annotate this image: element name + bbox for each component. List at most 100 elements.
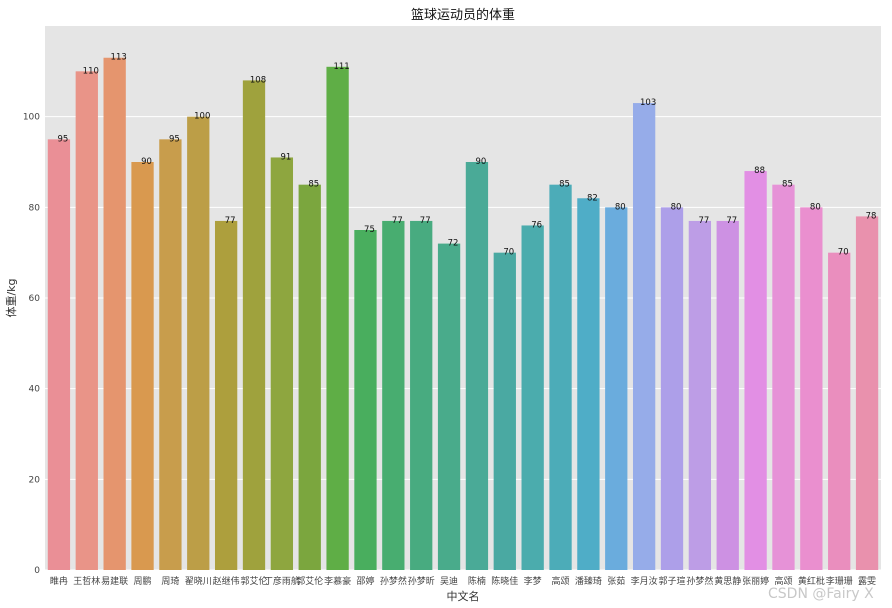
data-label: 113	[111, 53, 127, 63]
x-tick-label: 郭艾伦	[240, 575, 267, 587]
x-tick-label: 孙梦然	[686, 575, 713, 587]
data-label: 85	[559, 180, 570, 190]
data-label: 72	[448, 239, 459, 249]
x-tick-label: 郭艾伦	[296, 575, 323, 587]
bar	[298, 184, 321, 570]
x-tick-label: 丁彦雨航	[264, 575, 300, 587]
x-tick-label: 黄思静	[714, 575, 741, 587]
bar	[465, 162, 489, 570]
data-label: 70	[838, 248, 849, 258]
x-tick-label: 李珊珊	[826, 575, 853, 587]
data-label: 77	[698, 216, 709, 226]
bar	[772, 184, 795, 570]
bar	[187, 116, 210, 571]
bar	[577, 198, 600, 570]
data-label: 77	[726, 216, 737, 226]
bars	[47, 57, 879, 571]
bar	[326, 66, 349, 571]
y-tick-label: 20	[29, 475, 41, 485]
data-label: 80	[615, 202, 626, 212]
y-axis-label: 体重/kg	[4, 278, 18, 317]
bar	[828, 252, 851, 570]
x-tick-label: 李慕豪	[324, 575, 351, 587]
y-tick-label: 40	[29, 385, 41, 395]
x-tick-label: 孙梦然	[380, 575, 407, 587]
x-tick-labels: 睢冉 王哲林 易建联 周鹏 周琦 翟晓川 赵继伟 郭艾伦丁彦雨航郭艾伦 李慕豪 邵婷 孙梦然 孙梦昕吴…	[50, 575, 876, 587]
chart-title: 篮球运动员的体重	[411, 7, 515, 23]
x-tick-label: 孙梦昕	[408, 575, 435, 587]
x-tick-label: 陈晓佳	[491, 575, 518, 587]
bar	[688, 220, 712, 570]
bar	[242, 80, 266, 571]
data-labels: 95 110 113 90 95 100 77 108 91 85 111 75 77 77 72 90 70 7…	[58, 53, 877, 258]
x-axis-label: 中文名	[447, 589, 480, 603]
data-label: 80	[810, 202, 821, 212]
bar	[354, 230, 377, 570]
data-label: 75	[364, 225, 375, 235]
bar	[214, 220, 238, 570]
data-label: 100	[194, 112, 210, 122]
x-tick-label: 张丽婷	[742, 575, 769, 587]
x-tick-label: 潘臻琦	[575, 575, 602, 587]
bar	[632, 103, 656, 571]
bar	[103, 57, 126, 570]
data-label: 95	[58, 134, 69, 144]
data-label: 77	[392, 216, 403, 226]
data-label: 70	[503, 248, 514, 258]
data-label: 103	[640, 98, 656, 108]
y-tick-label: 0	[34, 566, 40, 576]
x-tick-label: 吴迪	[440, 575, 458, 587]
x-tick-label: 露雯	[858, 576, 876, 587]
data-label: 90	[476, 157, 487, 167]
x-tick-label: 陈楠	[468, 575, 486, 587]
data-label: 76	[531, 220, 542, 230]
bar	[660, 207, 684, 571]
data-label: 77	[420, 216, 431, 226]
bar	[270, 157, 294, 570]
x-tick-label: 黄红枇	[798, 575, 825, 587]
bar	[437, 243, 461, 570]
x-tick-label: 翟晓川	[185, 575, 212, 587]
x-tick-label: 睢冉	[50, 575, 68, 587]
data-label: 88	[754, 166, 765, 176]
grid-lines	[45, 116, 881, 571]
y-tick-label: 80	[29, 203, 41, 213]
data-label: 111	[333, 62, 349, 72]
bar	[75, 71, 98, 570]
bar	[382, 220, 405, 570]
bar	[744, 171, 767, 571]
y-tick-label: 60	[29, 294, 41, 304]
x-tick-label: 周鹏	[134, 575, 152, 587]
data-label: 85	[782, 180, 793, 190]
data-label: 82	[587, 193, 598, 203]
y-tick-label: 100	[23, 113, 40, 123]
x-tick-label: 邵婷	[356, 575, 374, 587]
bar	[605, 207, 628, 571]
x-tick-label: 张茹	[607, 575, 625, 587]
bar	[410, 220, 433, 570]
bar	[159, 139, 182, 571]
data-label: 80	[671, 202, 682, 212]
x-tick-label: 李月汝	[631, 575, 658, 587]
data-label: 95	[169, 134, 180, 144]
x-tick-label: 周琦	[161, 576, 179, 587]
watermark-text: CSDN @Fairy X	[768, 586, 874, 602]
x-tick-label: 高颂	[552, 575, 570, 587]
data-label: 90	[141, 157, 152, 167]
data-label: 110	[83, 66, 99, 76]
x-tick-label: 李梦	[524, 575, 542, 587]
x-tick-label: 易建联	[101, 575, 128, 587]
x-tick-label: 王哲林	[73, 575, 100, 587]
bar	[855, 216, 879, 570]
bar	[131, 162, 154, 570]
data-label: 85	[308, 180, 319, 190]
data-label: 78	[866, 211, 877, 221]
bar	[521, 225, 544, 570]
bar	[493, 252, 516, 570]
x-tick-label: 高颂	[774, 575, 792, 587]
x-tick-label: 郭子瑄	[658, 575, 685, 587]
bar	[716, 220, 739, 570]
bar	[47, 139, 71, 571]
data-label: 108	[250, 75, 266, 85]
